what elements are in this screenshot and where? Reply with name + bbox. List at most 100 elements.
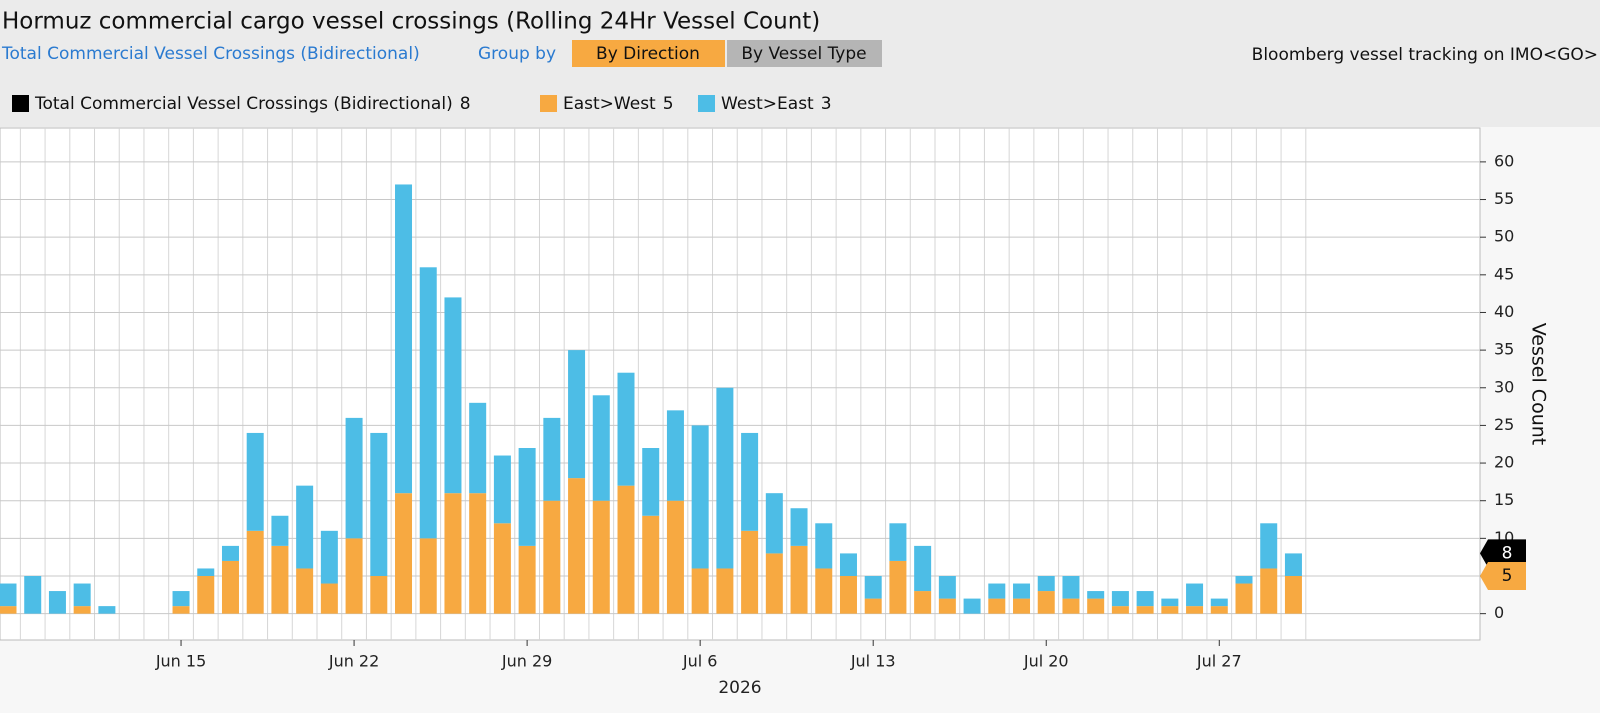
y-tick-label: 40 <box>1494 302 1514 321</box>
bar-segment <box>741 530 759 614</box>
bar-segment <box>419 538 437 614</box>
bar-segment <box>1186 583 1204 607</box>
bar-segment <box>1087 598 1105 614</box>
bar-segment <box>1260 523 1278 569</box>
subtitle: Total Commercial Vessel Crossings (Bidir… <box>1 44 420 64</box>
bar-segment <box>988 583 1006 599</box>
y-tick-label: 15 <box>1494 490 1514 509</box>
bar-segment <box>914 591 932 614</box>
bar-segment <box>1087 591 1105 599</box>
bar-segment <box>691 568 709 614</box>
bar-segment <box>345 417 363 539</box>
bar-segment <box>172 606 190 614</box>
bar-segment <box>246 530 264 614</box>
bar-segment <box>938 598 956 614</box>
bar-segment <box>444 493 462 614</box>
bar-segment <box>98 606 116 614</box>
bar-segment <box>790 545 808 614</box>
bar-segment <box>271 515 289 546</box>
bar-segment <box>1235 576 1253 584</box>
bar-segment <box>469 493 487 614</box>
bar-segment <box>345 538 363 614</box>
bar-segment <box>320 530 338 584</box>
bar-segment <box>48 591 66 614</box>
legend-swatch <box>698 95 715 112</box>
button[interactable]: By Vessel Type <box>741 44 866 64</box>
bar-segment <box>1284 553 1302 576</box>
bar-segment <box>1062 598 1080 614</box>
bar-segment <box>1284 576 1302 614</box>
value-tag: 8 <box>1502 543 1513 563</box>
bar-segment <box>666 410 684 501</box>
bar-segment <box>592 500 610 614</box>
bar-segment <box>914 545 932 592</box>
bar-segment <box>221 545 239 561</box>
bar-segment <box>617 372 635 486</box>
x-tick-label: Jul 27 <box>1196 652 1242 671</box>
plot-area <box>0 127 1481 641</box>
bar-segment <box>790 508 808 546</box>
chart-title: Hormuz commercial cargo vessel crossings… <box>2 9 820 35</box>
bar-segment <box>1062 576 1080 599</box>
bar-segment <box>493 523 511 614</box>
bar-segment <box>1037 591 1055 614</box>
legend-label: Total Commercial Vessel Crossings (Bidir… <box>34 94 471 114</box>
bar-segment <box>716 387 734 569</box>
bar-segment <box>320 583 338 614</box>
bar-segment <box>741 432 759 531</box>
bar-segment <box>296 485 314 569</box>
legend-name: Total Commercial Vessel Crossings (Bidir… <box>34 94 453 114</box>
bar-segment <box>1210 598 1228 607</box>
x-tick-label: Jul 6 <box>682 652 718 671</box>
button-bg[interactable] <box>572 40 725 67</box>
y-tick-label: 0 <box>1494 603 1504 622</box>
legend-label: West>East 3 <box>721 94 832 114</box>
y-tick-label: 55 <box>1494 189 1514 208</box>
bar-segment <box>1136 591 1154 607</box>
x-axis-label: 2026 <box>718 678 761 698</box>
bar-segment <box>221 560 239 614</box>
y-tick-label: 60 <box>1494 151 1514 170</box>
button[interactable]: By Direction <box>596 44 700 64</box>
bar-segment <box>296 568 314 614</box>
legend-swatch <box>540 95 557 112</box>
bar-segment <box>1111 606 1129 614</box>
y-tick-label: 30 <box>1494 377 1514 396</box>
value-tag: 5 <box>1502 566 1513 586</box>
grid <box>0 128 1480 640</box>
group-by-label: Group by <box>478 44 556 64</box>
bar-segment <box>765 493 783 554</box>
bar-segment <box>1013 598 1031 614</box>
bar-segment <box>493 455 511 524</box>
bar-segment <box>271 545 289 614</box>
bar-segment <box>73 583 91 607</box>
bar-segment <box>1235 583 1253 614</box>
source: Bloomberg vessel tracking on IMO<GO> <box>1252 45 1598 65</box>
bar-segment <box>666 500 684 614</box>
bar-segment <box>197 576 215 614</box>
bar-segment <box>889 523 907 561</box>
bar-segment <box>839 576 857 614</box>
bar-segment <box>73 606 91 614</box>
bar-segment <box>1260 568 1278 614</box>
bar-segment <box>370 432 388 576</box>
x-tick-label: Jun 29 <box>501 652 552 671</box>
bar-segment <box>518 545 536 614</box>
y-tick-label: 25 <box>1494 415 1514 434</box>
bar-segment <box>444 297 462 494</box>
legend-name: West>East <box>721 94 814 114</box>
button-bg[interactable] <box>727 40 882 67</box>
bar-segment <box>839 553 857 576</box>
bar-segment <box>543 417 561 501</box>
value-tag-bg <box>1480 562 1526 590</box>
bar-segment <box>1161 598 1179 607</box>
bar-segment <box>1136 606 1154 614</box>
x-tick-label: Jun 22 <box>328 652 379 671</box>
legend-value: 5 <box>663 94 674 114</box>
bar-segment <box>568 478 586 614</box>
bar-segment <box>864 598 882 614</box>
bar-segment <box>1037 576 1055 592</box>
value-tag-bg <box>1480 539 1526 568</box>
bar-segment <box>370 576 388 614</box>
